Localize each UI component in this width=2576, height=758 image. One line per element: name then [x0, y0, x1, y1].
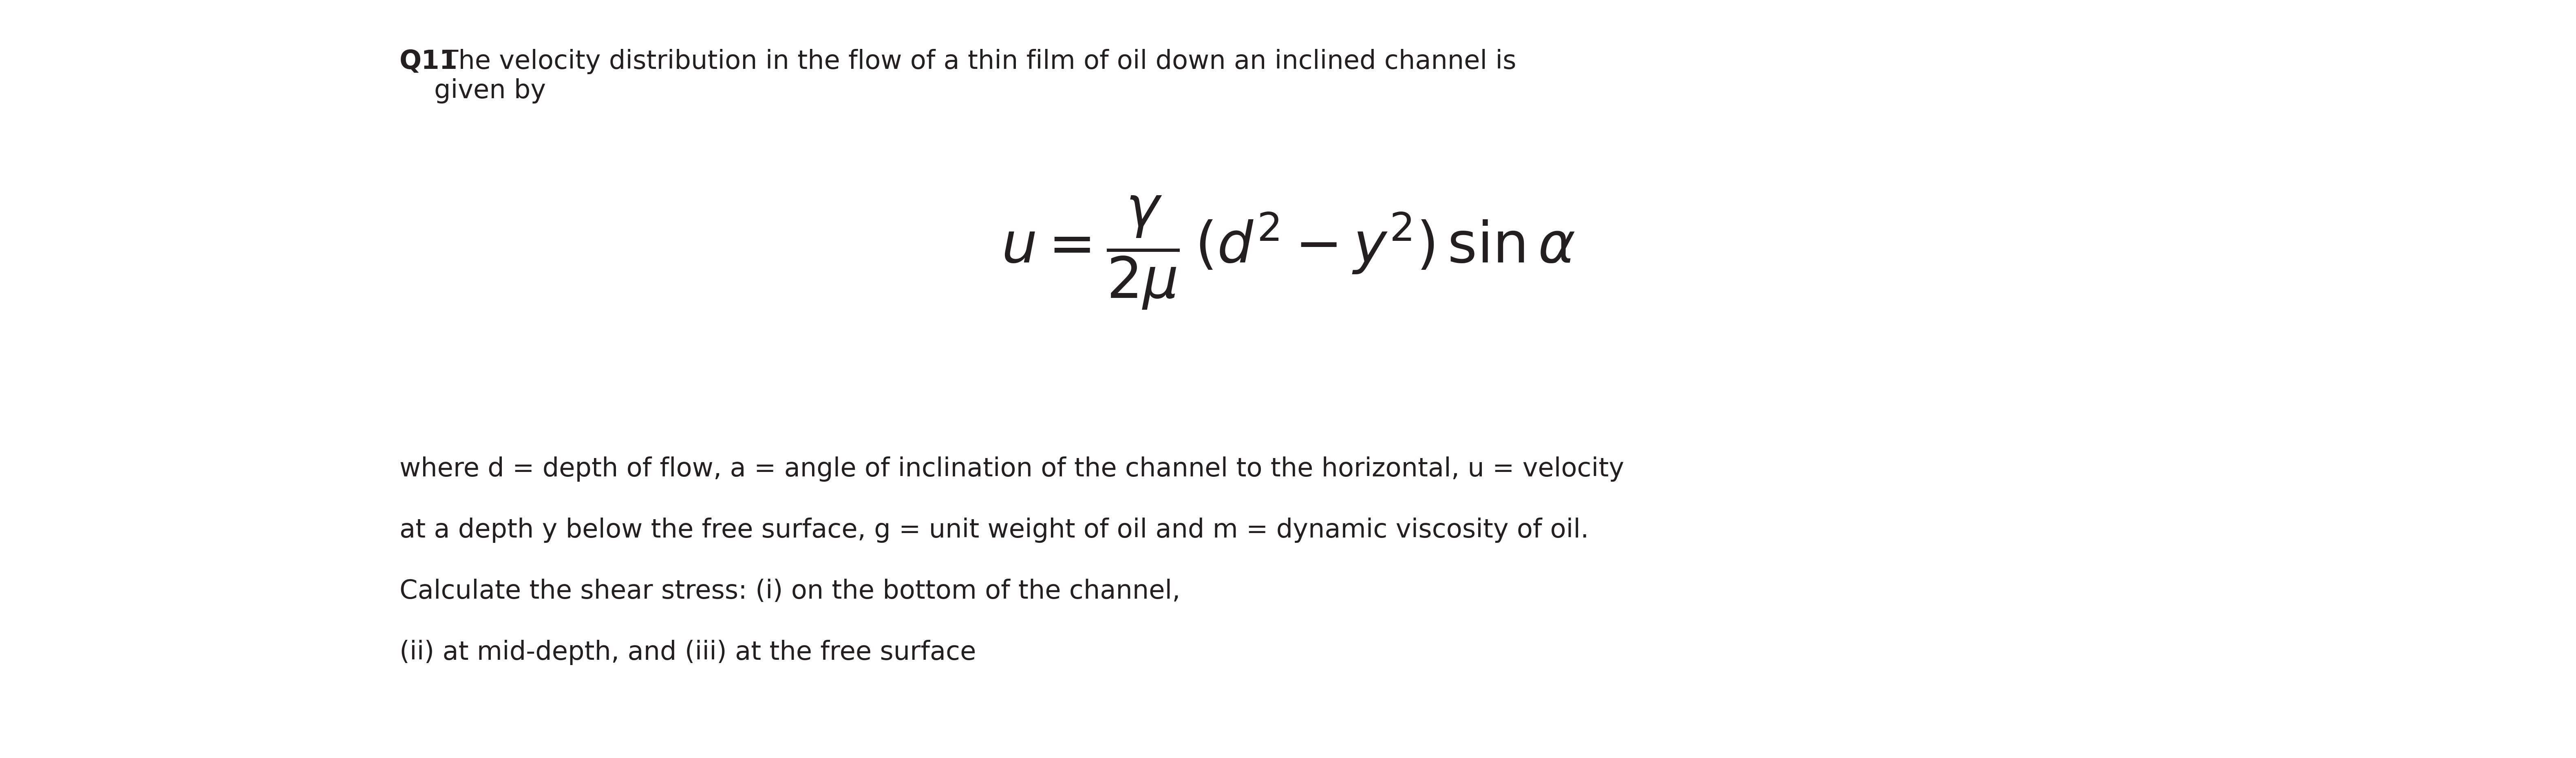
Text: at a depth y below the free surface, g = unit weight of oil and m = dynamic visc: at a depth y below the free surface, g =… [399, 518, 1589, 543]
Text: where d = depth of flow, a = angle of inclination of the channel to the horizont: where d = depth of flow, a = angle of in… [399, 456, 1623, 481]
Text: $u = \dfrac{\gamma}{2\mu}\,(d^2 - y^2)\,\sin\alpha$: $u = \dfrac{\gamma}{2\mu}\,(d^2 - y^2)\,… [1002, 195, 1574, 311]
Text: The velocity distribution in the flow of a thin film of oil down an inclined cha: The velocity distribution in the flow of… [435, 49, 1517, 103]
Text: Calculate the shear stress: (i) on the bottom of the channel,: Calculate the shear stress: (i) on the b… [399, 578, 1180, 604]
Text: Q11: Q11 [399, 49, 459, 74]
Text: (ii) at mid-depth, and (iii) at the free surface: (ii) at mid-depth, and (iii) at the free… [399, 640, 976, 665]
